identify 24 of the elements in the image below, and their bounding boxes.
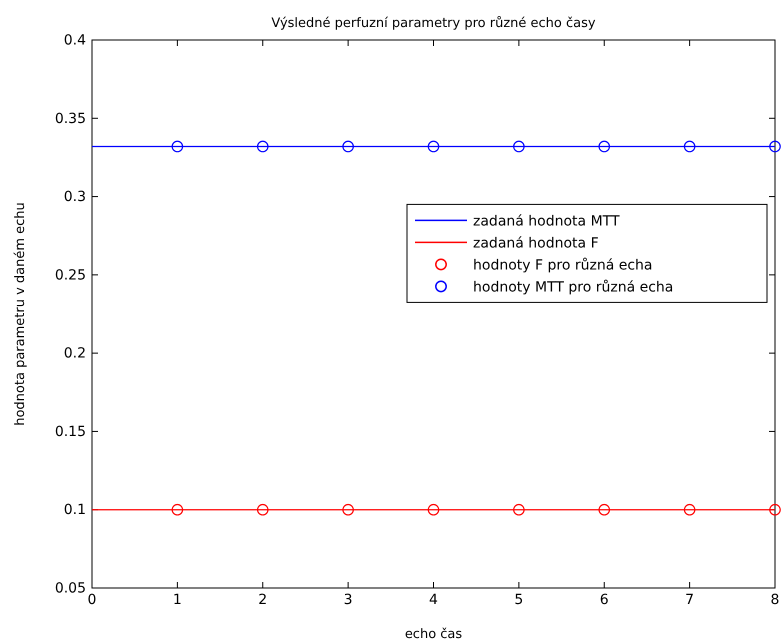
x-tick-label: 7 [685, 592, 694, 608]
x-tick-label: 8 [770, 592, 780, 608]
y-tick-label: 0.25 [54, 267, 86, 284]
y-tick-label: 0.3 [64, 189, 86, 206]
x-tick-label: 6 [600, 592, 609, 608]
y-tick-label: 0.05 [54, 580, 86, 596]
x-tick-label: 3 [344, 592, 353, 608]
y-axis-title: hodnota parametru v daném echu [13, 202, 28, 426]
legend-label: zadaná hodnota MTT [473, 213, 620, 230]
legend-label: hodnoty F pro různá echa [473, 257, 652, 274]
y-tick-label: 0.4 [64, 32, 86, 48]
x-tick-label: 2 [258, 592, 268, 608]
x-tick-label: 0 [88, 592, 96, 608]
y-tick-label: 0.35 [54, 110, 86, 127]
legend-label: zadaná hodnota F [473, 235, 599, 252]
x-tick-label: 4 [429, 592, 438, 608]
y-tick-label: 0.15 [54, 424, 86, 440]
y-tick-label: 0.1 [64, 502, 86, 518]
x-tick-label: 5 [514, 592, 524, 608]
x-tick-label: 1 [172, 592, 182, 608]
y-tick-label: 0.2 [64, 346, 86, 362]
chart-title: Výsledné perfuzní parametry pro různé echo časy [271, 15, 596, 31]
x-axis-title: echo čas [404, 627, 462, 642]
legend-label: hodnoty MTT pro různá echa [473, 279, 674, 296]
